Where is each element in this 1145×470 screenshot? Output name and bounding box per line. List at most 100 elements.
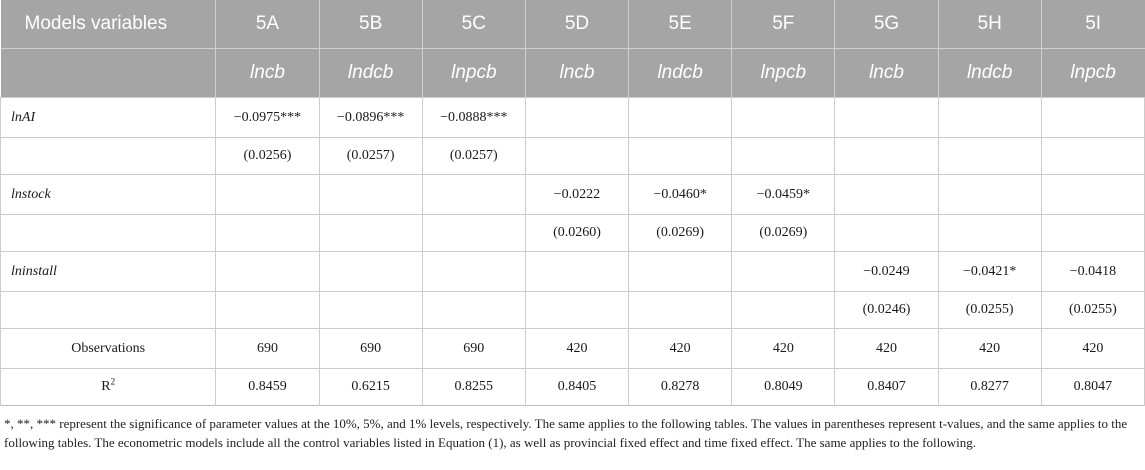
- table-cell: (0.0260): [524, 214, 629, 252]
- table-cell: (0.0255): [937, 291, 1042, 329]
- row-label: lnstock: [0, 174, 216, 215]
- table-cell: 420: [937, 328, 1042, 369]
- table-cell: [937, 214, 1042, 252]
- regression-table: Models variables 5A 5B 5C 5D 5E 5F 5G 5H…: [0, 0, 1145, 406]
- dependent-header: lndcb: [937, 48, 1042, 98]
- table-cell: 690: [215, 328, 320, 369]
- table-cell: [731, 97, 835, 138]
- row-label: lnAI: [0, 97, 216, 138]
- table-cell: −0.0421*: [937, 251, 1042, 292]
- table-cell: 0.8255: [421, 368, 526, 406]
- table-cell: 420: [834, 328, 939, 369]
- table-row: lnstock −0.0222 −0.0460* −0.0459*: [0, 174, 1145, 215]
- dependent-header: lndcb: [318, 48, 423, 98]
- model-header: 5C: [421, 0, 526, 49]
- table-cell: (0.0255): [1040, 291, 1145, 329]
- table-cell: [421, 251, 526, 292]
- table-cell: (0.0246): [834, 291, 939, 329]
- table-cell: [1040, 214, 1145, 252]
- table-cell: [937, 137, 1042, 175]
- table-cell: 0.8049: [731, 368, 835, 406]
- table-body: lnAI −0.0975*** −0.0896*** −0.0888*** (0.025…: [0, 97, 1145, 406]
- model-header: 5I: [1040, 0, 1145, 49]
- table-cell: [215, 174, 320, 215]
- model-header: 5D: [524, 0, 629, 49]
- dependent-header: lncb: [215, 48, 320, 98]
- table-cell: [215, 291, 320, 329]
- model-header: 5B: [318, 0, 423, 49]
- table-cell: [421, 174, 526, 215]
- table-row: (0.0246) (0.0255) (0.0255): [0, 291, 1145, 329]
- table-cell: −0.0249: [834, 251, 939, 292]
- table-cell: 0.8405: [524, 368, 629, 406]
- table-cell: [1040, 137, 1145, 175]
- table-cell: [628, 291, 732, 329]
- table-cell: 0.8459: [215, 368, 320, 406]
- table-cell: 0.8407: [834, 368, 939, 406]
- row-label: [0, 137, 216, 175]
- table-row: (0.0256) (0.0257) (0.0257): [0, 137, 1145, 175]
- table-cell: [834, 174, 939, 215]
- table-footnote: *, **, *** represent the significance of…: [4, 416, 1128, 450]
- dependent-header: lnpcb: [731, 48, 835, 98]
- row-label: Observations: [0, 328, 216, 369]
- header-row-dependents: lncb lndcb lnpcb lncb lndcb lnpcb lncb l…: [0, 48, 1145, 98]
- table-cell: −0.0460*: [628, 174, 732, 215]
- dependent-header: lndcb: [628, 48, 732, 98]
- dependent-header: lnpcb: [1040, 48, 1145, 98]
- table-cell: −0.0418: [1040, 251, 1145, 292]
- model-header: 5G: [834, 0, 939, 49]
- table-cell: (0.0257): [421, 137, 526, 175]
- row-label: R2: [0, 368, 216, 406]
- header-title: Models variables: [0, 0, 216, 49]
- table-cell: 690: [421, 328, 526, 369]
- model-header: 5A: [215, 0, 320, 49]
- table-cell: [215, 251, 320, 292]
- table-cell: −0.0222: [524, 174, 629, 215]
- row-label: [0, 291, 216, 329]
- model-header: 5E: [628, 0, 732, 49]
- dependent-header: lnpcb: [421, 48, 526, 98]
- table-cell: −0.0896***: [318, 97, 423, 138]
- table-cell: [421, 291, 526, 329]
- table-cell: [937, 97, 1042, 138]
- table-cell: [731, 251, 835, 292]
- dependent-header: lncb: [834, 48, 939, 98]
- table-cell: [1040, 174, 1145, 215]
- table-cell: [731, 291, 835, 329]
- table-cell: (0.0269): [731, 214, 835, 252]
- dependent-header: lncb: [524, 48, 629, 98]
- table-cell: −0.0888***: [421, 97, 526, 138]
- table-cell: [628, 97, 732, 138]
- table-cell: [834, 137, 939, 175]
- table-cell: [524, 251, 629, 292]
- table-cell: [318, 214, 423, 252]
- table-cell: 0.8277: [937, 368, 1042, 406]
- table-cell: [421, 214, 526, 252]
- table-cell: [937, 174, 1042, 215]
- table-cell: [524, 137, 629, 175]
- table-cell: (0.0257): [318, 137, 423, 175]
- table-cell: 420: [1040, 328, 1145, 369]
- table-cell: 0.6215: [318, 368, 423, 406]
- table-row: Observations 690 690 690 420 420 420 420 420 420: [0, 328, 1145, 369]
- header-empty-cell: [0, 48, 216, 98]
- table-cell: −0.0459*: [731, 174, 835, 215]
- table-cell: [318, 291, 423, 329]
- table-cell: 0.8047: [1040, 368, 1145, 406]
- model-header: 5F: [731, 0, 835, 49]
- table-cell: [524, 97, 629, 138]
- table-cell: 690: [318, 328, 423, 369]
- table-cell: [628, 137, 732, 175]
- model-header: 5H: [937, 0, 1042, 49]
- table-cell: 420: [731, 328, 835, 369]
- table-row: lnAI −0.0975*** −0.0896*** −0.0888***: [0, 97, 1145, 138]
- table-cell: [1040, 97, 1145, 138]
- table-cell: −0.0975***: [215, 97, 320, 138]
- table-cell: [318, 174, 423, 215]
- table-cell: 420: [524, 328, 629, 369]
- table-row: (0.0260) (0.0269) (0.0269): [0, 214, 1145, 252]
- table-cell: [731, 137, 835, 175]
- header-row-models: Models variables 5A 5B 5C 5D 5E 5F 5G 5H…: [0, 0, 1145, 49]
- table-cell: [834, 214, 939, 252]
